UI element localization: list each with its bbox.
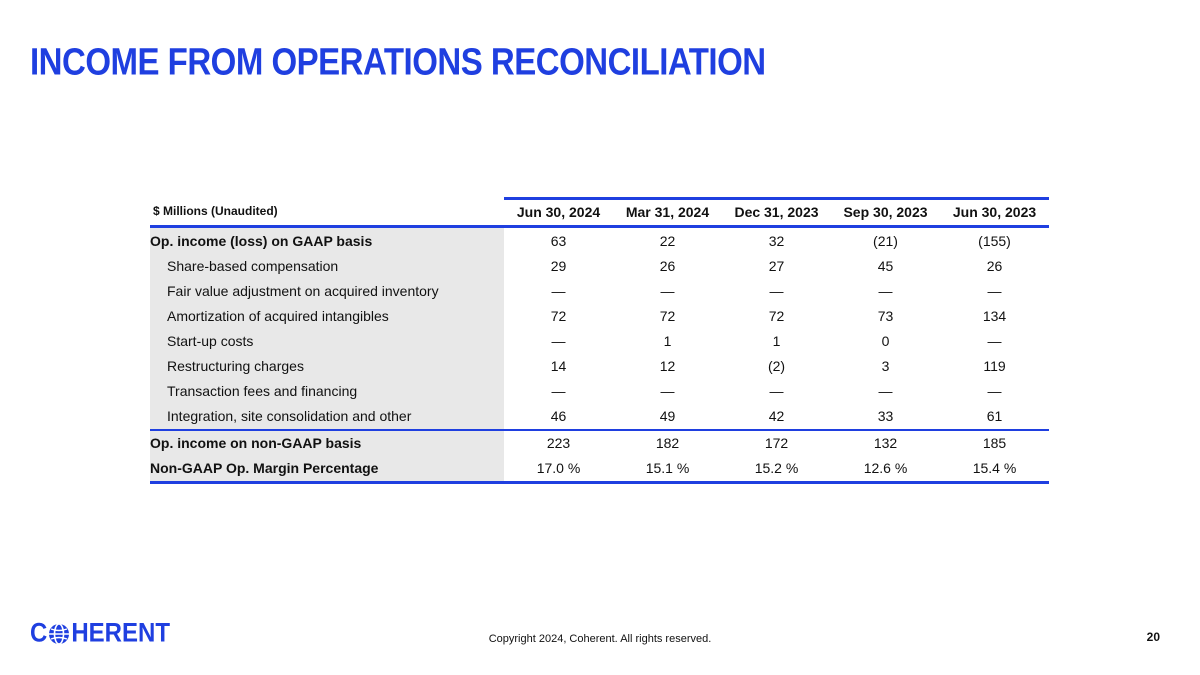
table-header: $ Millions (Unaudited) Jun 30, 2024 Mar … bbox=[150, 197, 1049, 227]
coherent-logo: C HERENT bbox=[30, 618, 171, 649]
cell-value: — bbox=[878, 383, 893, 399]
table-row: Share-based compensation 29 26 27 45 26 bbox=[150, 254, 1049, 279]
cell-value: 33 bbox=[831, 404, 940, 431]
table-row: Op. income (loss) on GAAP basis 63 22 32… bbox=[150, 226, 1049, 254]
cell-value: 63 bbox=[550, 233, 567, 249]
cell-value: (2) bbox=[767, 358, 786, 374]
row-label: Restructuring charges bbox=[150, 354, 504, 379]
cell-value: — bbox=[660, 283, 675, 299]
row-label: Integration, site consolidation and othe… bbox=[150, 404, 504, 431]
cell-value: 42 bbox=[722, 404, 831, 431]
cell-value: (21) bbox=[873, 233, 898, 249]
cell-value: 172 bbox=[764, 435, 789, 451]
globe-icon bbox=[49, 623, 70, 645]
cell-value: 72 bbox=[768, 308, 785, 324]
table-row: Fair value adjustment on acquired invent… bbox=[150, 279, 1049, 304]
page-title: INCOME FROM OPERATIONS RECONCILIATION bbox=[30, 40, 766, 83]
cell-value: 15.4 % bbox=[940, 456, 1049, 484]
table-row: Integration, site consolidation and othe… bbox=[150, 404, 1049, 431]
cell-value: — bbox=[551, 383, 566, 399]
table-row: Start-up costs — 1 1 0 — bbox=[150, 329, 1049, 354]
cell-value: 27 bbox=[768, 258, 785, 274]
cell-value: 17.0 % bbox=[504, 456, 613, 484]
cell-value: (155) bbox=[978, 233, 1011, 249]
units-label: $ Millions (Unaudited) bbox=[153, 204, 278, 219]
cell-value: 15.2 % bbox=[722, 456, 831, 484]
copyright-text: Copyright 2024, Coherent. All rights res… bbox=[488, 633, 712, 645]
cell-value: — bbox=[769, 383, 784, 399]
logo-text-right: HERENT bbox=[71, 618, 171, 649]
cell-value: 72 bbox=[659, 308, 676, 324]
row-label: Fair value adjustment on acquired invent… bbox=[150, 279, 504, 304]
cell-value: 29 bbox=[550, 258, 567, 274]
cell-value: 223 bbox=[546, 435, 571, 451]
column-header: Dec 31, 2023 bbox=[722, 197, 831, 227]
column-header: Jun 30, 2024 bbox=[504, 197, 613, 227]
cell-value: 61 bbox=[940, 404, 1049, 431]
row-label: Op. income on non-GAAP basis bbox=[150, 430, 504, 456]
cell-value: — bbox=[769, 283, 784, 299]
page-number: 20 bbox=[1146, 630, 1160, 644]
row-label: Transaction fees and financing bbox=[150, 379, 504, 404]
logo-text-left: C bbox=[30, 618, 48, 649]
cell-value: 45 bbox=[877, 258, 894, 274]
table-row: Non-GAAP Op. Margin Percentage 17.0 % 15… bbox=[150, 456, 1049, 484]
table-row: Restructuring charges 14 12 (2) 3 119 bbox=[150, 354, 1049, 379]
column-header: Mar 31, 2024 bbox=[613, 197, 722, 227]
table-row: Op. income on non-GAAP basis 223 182 172… bbox=[150, 430, 1049, 456]
row-label: Amortization of acquired intangibles bbox=[150, 304, 504, 329]
row-label: Start-up costs bbox=[150, 329, 504, 354]
copyright-notice: Copyright 2024, Coherent. All rights res… bbox=[0, 633, 1200, 645]
cell-value: 46 bbox=[504, 404, 613, 431]
header-row: $ Millions (Unaudited) Jun 30, 2024 Mar … bbox=[150, 197, 1049, 227]
cell-value: — bbox=[878, 283, 893, 299]
row-label: Non-GAAP Op. Margin Percentage bbox=[150, 456, 504, 484]
cell-value: — bbox=[660, 383, 675, 399]
cell-value: 182 bbox=[655, 435, 680, 451]
cell-value: 49 bbox=[613, 404, 722, 431]
cell-value: 0 bbox=[881, 333, 890, 349]
cell-value: 132 bbox=[873, 435, 898, 451]
cell-value: 15.1 % bbox=[613, 456, 722, 484]
table-row: Amortization of acquired intangibles 72 … bbox=[150, 304, 1049, 329]
cell-value: 12 bbox=[659, 358, 676, 374]
cell-value: 1 bbox=[772, 333, 781, 349]
column-header: Sep 30, 2023 bbox=[831, 197, 940, 227]
cell-value: 134 bbox=[982, 308, 1007, 324]
cell-value: 73 bbox=[877, 308, 894, 324]
column-header: Jun 30, 2023 bbox=[940, 197, 1049, 227]
cell-value: 119 bbox=[983, 358, 1006, 374]
cell-value: 72 bbox=[550, 308, 567, 324]
cell-value: — bbox=[987, 333, 1002, 349]
cell-value: 12.6 % bbox=[831, 456, 940, 484]
cell-value: 1 bbox=[663, 333, 672, 349]
cell-value: 3 bbox=[881, 358, 890, 374]
cell-value: — bbox=[987, 383, 1002, 399]
row-label: Share-based compensation bbox=[150, 254, 504, 279]
cell-value: — bbox=[551, 283, 566, 299]
table-row: Transaction fees and financing — — — — — bbox=[150, 379, 1049, 404]
cell-value: 185 bbox=[982, 435, 1007, 451]
cell-value: 26 bbox=[659, 258, 676, 274]
cell-value: 26 bbox=[986, 258, 1003, 274]
cell-value: 22 bbox=[659, 233, 676, 249]
cell-value: 14 bbox=[550, 358, 567, 374]
cell-value: — bbox=[987, 283, 1002, 299]
cell-value: — bbox=[551, 333, 566, 349]
row-label: Op. income (loss) on GAAP basis bbox=[150, 226, 504, 254]
cell-value: 32 bbox=[768, 233, 785, 249]
reconciliation-table: $ Millions (Unaudited) Jun 30, 2024 Mar … bbox=[150, 197, 1049, 484]
table-body: Op. income (loss) on GAAP basis 63 22 32… bbox=[150, 226, 1049, 484]
